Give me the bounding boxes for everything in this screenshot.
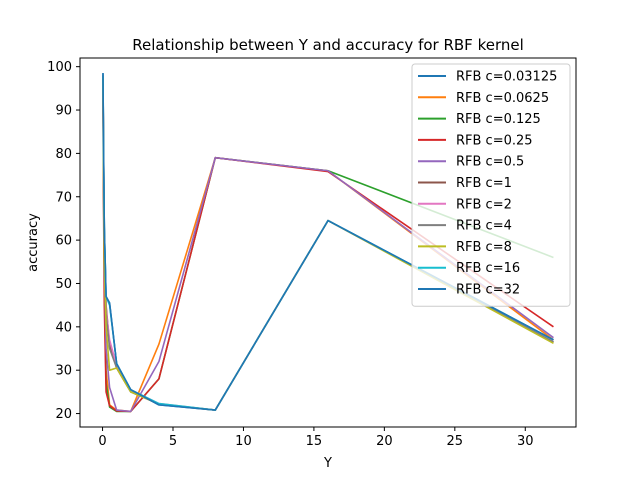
y-axis-label: accuracy: [26, 213, 41, 272]
y-tick-label: 30: [55, 364, 72, 379]
legend-label-6: RFB c=2: [456, 197, 512, 212]
x-tick-label: 30: [517, 434, 534, 449]
legend-label-9: RFB c=16: [456, 261, 520, 276]
series-line-10: [102, 73, 554, 411]
y-tick-label: 60: [55, 234, 72, 249]
y-axis-ticks: 20 30 40 50 60 70 80 90 100: [47, 60, 80, 422]
x-tick-label: 10: [235, 434, 252, 449]
x-tick-label: 25: [447, 434, 464, 449]
x-tick-label: 0: [98, 434, 106, 449]
legend-label-8: RFB c=8: [456, 240, 512, 255]
chart-title: Relationship between Y and accuracy for …: [132, 36, 524, 54]
x-tick-label: 20: [376, 434, 393, 449]
x-tick-label: 15: [306, 434, 323, 449]
series-lines: [102, 73, 554, 413]
y-tick-label: 20: [55, 407, 72, 422]
y-tick-label: 80: [55, 147, 72, 162]
legend: RFB c=0.03125 RFB c=0.0625 RFB c=0.125 RFB …: [411, 63, 571, 307]
legend-label-4: RFB c=0.5: [456, 155, 524, 170]
legend-label-2: RFB c=0.125: [456, 112, 541, 127]
legend-label-0: RFB c=0.03125: [456, 70, 557, 85]
axes-frame: [79, 57, 577, 428]
legend-box: [411, 63, 571, 307]
x-tick-label: 5: [169, 434, 177, 449]
x-axis-label: Y: [323, 456, 332, 471]
legend-label-10: RFB c=32: [456, 283, 520, 298]
y-tick-label: 100: [47, 60, 72, 75]
y-tick-label: 70: [55, 190, 72, 205]
legend-label-3: RFB c=0.25: [456, 133, 533, 148]
y-tick-label: 50: [55, 277, 72, 292]
legend-label-1: RFB c=0.0625: [456, 91, 549, 106]
x-axis-ticks: 0 5 10 15 20 25 30: [98, 427, 534, 449]
legend-label-5: RFB c=1: [456, 176, 512, 191]
y-tick-label: 40: [55, 320, 72, 335]
y-tick-label: 90: [55, 104, 72, 119]
plot-area: [102, 73, 554, 413]
legend-label-7: RFB c=4: [456, 219, 512, 234]
